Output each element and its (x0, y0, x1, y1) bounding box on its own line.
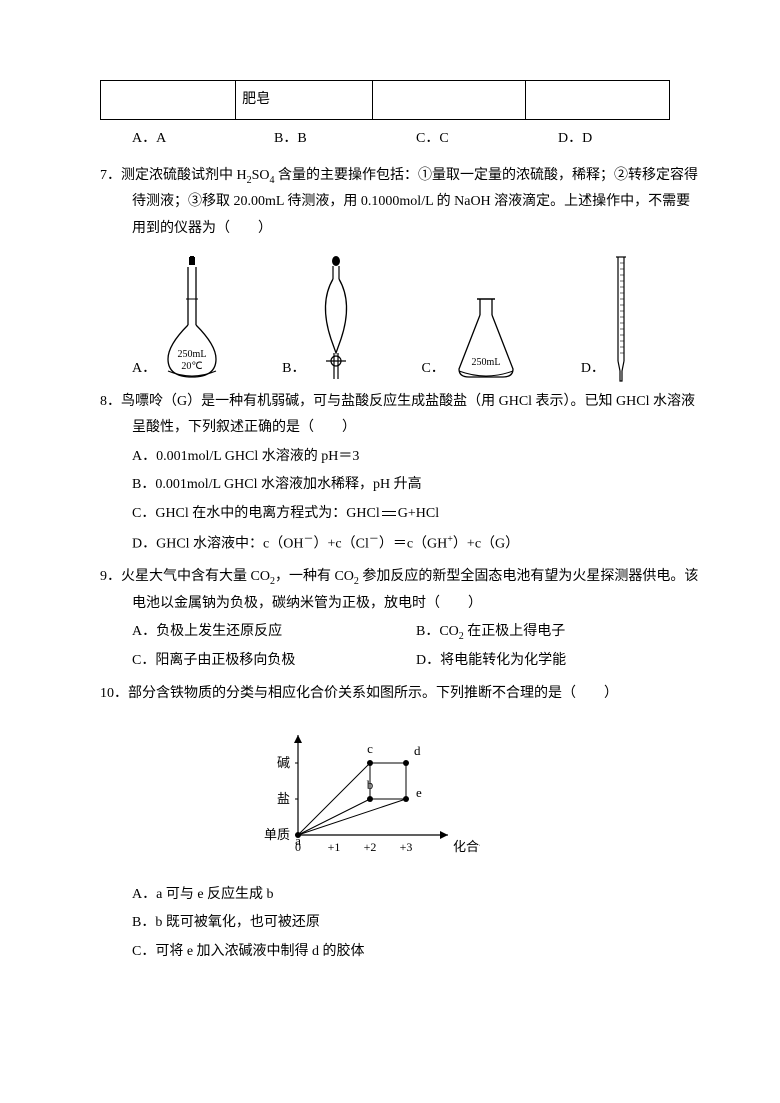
classification-diagram-icon: 碱盐单质0+1+2+3化合价abcde (250, 715, 480, 865)
svg-text:单质: 单质 (264, 827, 290, 842)
svg-text:b: b (367, 777, 374, 792)
svg-text:c: c (367, 741, 373, 756)
svg-text:a: a (295, 833, 301, 848)
cell (525, 81, 669, 120)
question-7: 7．测定浓硫酸试剂中 H2SO4 含量的主要操作包括：①量取一定量的浓硫酸，稀释… (100, 163, 700, 383)
question-10: 10．部分含铁物质的分类与相应化合价关系如图所示。下列推断不合理的是（ ） 碱盐… (100, 681, 700, 966)
q10-num: 10． (100, 686, 128, 701)
q10-option-a: A．a 可与 e 反应生成 b (100, 882, 700, 909)
question-8: 8．鸟嘌呤（G）是一种有机弱碱，可与盐酸反应生成盐酸盐（用 GHCl 表示）。已… (100, 389, 700, 558)
svg-text:+3: +3 (400, 840, 413, 854)
q10-option-c: C．可将 e 加入浓碱液中制得 d 的胶体 (100, 939, 700, 966)
option-label-b: B． (282, 356, 305, 383)
equals-icon (382, 511, 396, 516)
q8-options: A．0.001mol/L GHCl 水溶液的 pH＝3 B．0.001mol/L… (100, 444, 700, 558)
svg-text:+1: +1 (328, 840, 341, 854)
q7-option-c: C． 250mL (421, 293, 520, 383)
cell: 肥皂 (236, 81, 372, 120)
q9-num: 9． (100, 569, 121, 584)
q7-option-d: D． (581, 253, 631, 383)
svg-text:盐: 盐 (277, 791, 290, 806)
svg-text:+2: +2 (364, 840, 377, 854)
cell (101, 81, 236, 120)
conical-label: 250mL (471, 357, 500, 368)
question-9: 9．火星大气中含有大量 CO2，一种有 CO2 参加反应的新型全固态电池有望为火… (100, 564, 700, 675)
burette-icon (611, 253, 631, 383)
q9-option-c: C．阳离子由正极移向负极 (132, 648, 416, 675)
q8-option-a: A．0.001mol/L GHCl 水溶液的 pH＝3 (100, 444, 700, 471)
q8-option-b: B．0.001mol/L GHCl 水溶液加水稀释，pH 升高 (100, 472, 700, 499)
option-label-c: C． (421, 356, 444, 383)
q10-options: A．a 可与 e 反应生成 b B．b 既可被氧化，也可被还原 C．可将 e 加… (100, 882, 700, 966)
q10-diagram: 碱盐单质0+1+2+3化合价abcde (250, 715, 700, 876)
q9-option-b: B．CO2 在正极上得电子 (416, 619, 700, 646)
q9-options: A．负极上发生还原反应 B．CO2 在正极上得电子 C．阳离子由正极移向负极 D… (100, 617, 700, 674)
options-abcd: A．A B．B C．C D．D (100, 126, 700, 153)
svg-text:化合价: 化合价 (453, 839, 480, 854)
q7-apparatus: A． 250mL 20℃ B． (100, 253, 700, 383)
option-label-a: A． (132, 356, 156, 383)
svg-text:e: e (416, 785, 422, 800)
partial-table: 肥皂 (100, 80, 670, 120)
q8-stem: 8．鸟嘌呤（G）是一种有机弱碱，可与盐酸反应生成盐酸盐（用 GHCl 表示）。已… (100, 389, 700, 442)
volumetric-flask-icon: 250mL 20℃ (162, 253, 222, 383)
q9-option-d: D．将电能转化为化学能 (416, 648, 700, 675)
flask-label: 250mL (178, 349, 207, 360)
table-row: 肥皂 (101, 81, 670, 120)
option-c: C．C (416, 126, 558, 153)
q7-num: 7． (100, 168, 121, 183)
q7-option-a: A． 250mL 20℃ (132, 253, 222, 383)
q10-stem: 10．部分含铁物质的分类与相应化合价关系如图所示。下列推断不合理的是（ ） (100, 681, 700, 708)
option-b: B．B (274, 126, 416, 153)
option-label-d: D． (581, 356, 605, 383)
separating-funnel-icon (311, 253, 361, 383)
q9-option-a: A．负极上发生还原反应 (132, 619, 416, 646)
q8-num: 8． (100, 394, 121, 409)
svg-text:碱: 碱 (277, 755, 290, 770)
q7-option-b: B． (282, 253, 361, 383)
q7-stem: 7．测定浓硫酸试剂中 H2SO4 含量的主要操作包括：①量取一定量的浓硫酸，稀释… (100, 163, 700, 243)
option-a: A．A (132, 126, 274, 153)
flask-temp: 20℃ (182, 361, 203, 372)
q10-option-b: B．b 既可被氧化，也可被还原 (100, 910, 700, 937)
cell (372, 81, 525, 120)
q8-option-c: C．GHCl 在水中的电离方程式为：GHClG+HCl (100, 501, 700, 528)
q9-stem: 9．火星大气中含有大量 CO2，一种有 CO2 参加反应的新型全固态电池有望为火… (100, 564, 700, 617)
option-d: D．D (558, 126, 700, 153)
q8-option-d: D．GHCl 水溶液中：c（OH－）+c（Cl－）＝c（GH+）+c（G） (100, 530, 700, 558)
conical-flask-icon: 250mL (451, 293, 521, 383)
svg-text:d: d (414, 743, 421, 758)
